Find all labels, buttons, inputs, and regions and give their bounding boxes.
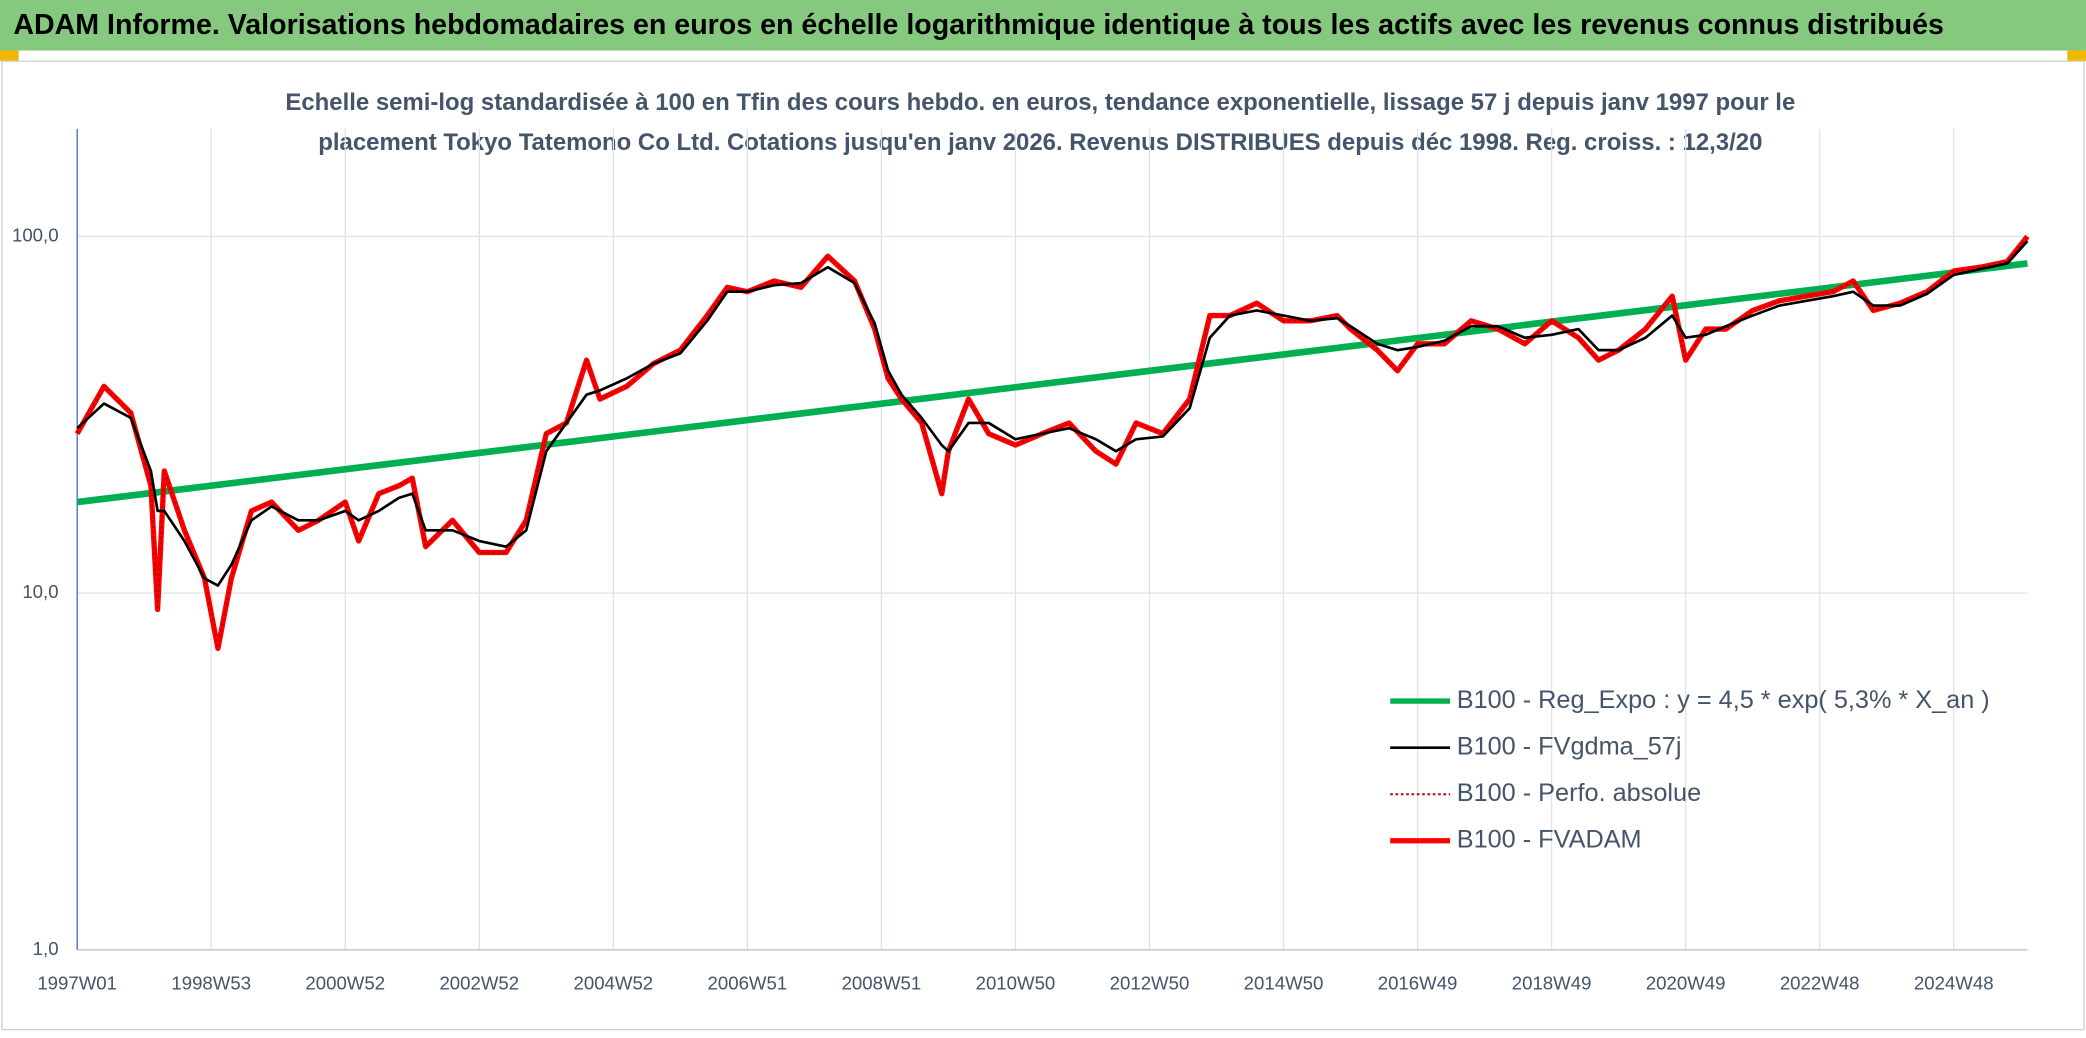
legend-label: B100 - Reg_Expo : y = 4,5 * exp( 5,3% * … <box>1457 686 1990 714</box>
series-line <box>76 260 2028 506</box>
x-tick-label: 2014W50 <box>1244 972 1324 993</box>
chart-border <box>1 60 2085 1031</box>
x-tick-label: 2022W48 <box>1780 972 1860 993</box>
legend-label: B100 - FVgdma_57j <box>1457 732 1682 760</box>
series-line <box>76 240 2029 587</box>
x-tick-label: 2002W52 <box>439 972 519 993</box>
y-tick-label: 1,0 <box>33 938 59 959</box>
chart-title: ADAM Informe. Valorisations hebdomadaire… <box>13 9 1944 41</box>
x-tick-label: 2000W52 <box>305 972 385 993</box>
x-tick-label: 1997W01 <box>37 972 117 993</box>
subtitle: placement Tokyo Tatemono Co Ltd. Cotatio… <box>318 129 1762 156</box>
x-tick-label: 2016W49 <box>1378 972 1458 993</box>
x-tick-label: 2008W51 <box>842 972 922 993</box>
x-tick-label: 2010W50 <box>976 972 1056 993</box>
subtitle: Echelle semi-log standardisée à 100 en T… <box>285 89 1795 116</box>
corner <box>0 50 19 62</box>
legend-label: B100 - Perfo. absolue <box>1457 779 1701 807</box>
x-tick-label: 2012W50 <box>1110 972 1190 993</box>
x-tick-label: 2006W51 <box>708 972 788 993</box>
plot: 1997W01 1998W53 2000W52 2002W52 2004W52 2006W… <box>12 129 2030 993</box>
series-line <box>76 235 2029 650</box>
x-tick-label: 2018W49 <box>1512 972 1592 993</box>
y-tick-label: 100,0 <box>12 224 59 245</box>
x-tick-label: 2024W48 <box>1914 972 1994 993</box>
x-tick-label: 1998W53 <box>171 972 251 993</box>
y-tick-label: 10,0 <box>22 581 58 602</box>
corner <box>2067 50 2086 62</box>
legend-label: B100 - FVADAM <box>1457 825 1642 853</box>
x-tick-label: 2004W52 <box>574 972 654 993</box>
header-bar <box>0 0 2086 51</box>
x-tick-label: 2020W49 <box>1646 972 1726 993</box>
